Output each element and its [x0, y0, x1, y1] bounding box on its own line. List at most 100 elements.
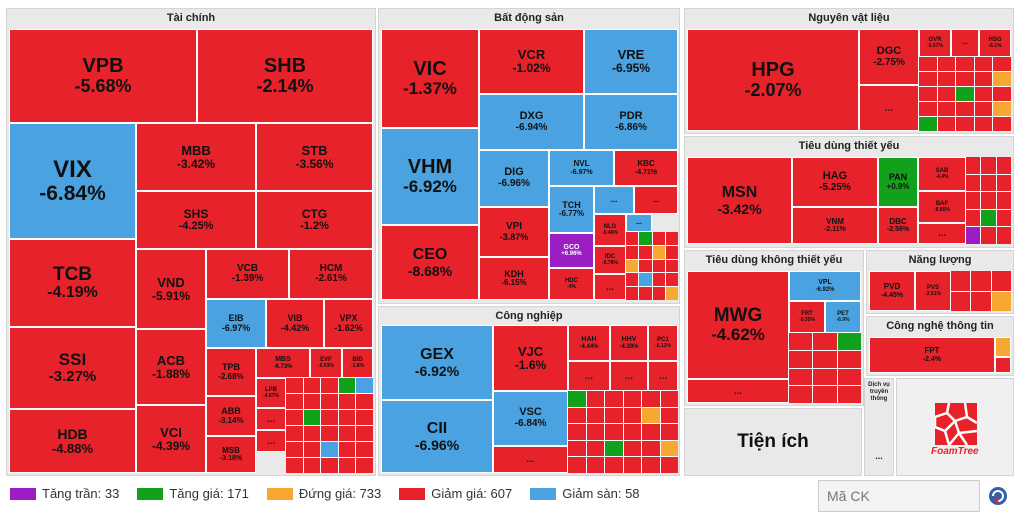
stock-tile[interactable]: DIG -6.96%: [479, 150, 549, 207]
stock-tile[interactable]: VJC -1.6%: [493, 325, 568, 391]
stock-tile[interactable]: GVR -5.67%: [919, 29, 951, 57]
stock-tile[interactable]: VIB -4.42%: [266, 299, 324, 348]
stock-tile[interactable]: SHS -4.25%: [136, 191, 256, 249]
stock-tile[interactable]: DBC -2.56%: [878, 207, 918, 244]
stock-tile[interactable]: TCH -6.77%: [549, 186, 594, 233]
legend-swatch: [399, 487, 426, 500]
refresh-icon[interactable]: [987, 485, 1009, 507]
stock-tile[interactable]: VCB -1.39%: [206, 249, 289, 299]
stock-tile[interactable]: HSG -6.1%: [979, 29, 1011, 57]
stock-symbol: MWG: [713, 305, 763, 327]
sector-panel-media[interactable]: Dịch vụ truyền thông ...: [864, 378, 894, 476]
stock-tile[interactable]: VHM -6.92%: [381, 128, 479, 225]
stock-tile[interactable]: VND -5.91%: [136, 249, 206, 329]
stock-tile[interactable]: EVF -6.93%: [310, 348, 342, 378]
stock-tile[interactable]: ABB -3.14%: [206, 396, 256, 436]
more-tile[interactable]: ...: [648, 361, 678, 391]
stock-tile[interactable]: GCO +6.96%: [549, 233, 594, 268]
more-tile[interactable]: ...: [493, 446, 568, 473]
stock-tile[interactable]: PAN +0.9%: [878, 157, 918, 207]
small-stocks-cluster[interactable]: [286, 378, 373, 473]
more-tile[interactable]: ...: [256, 408, 286, 430]
stock-tile[interactable]: VCR -1.02%: [479, 29, 584, 94]
small-stocks-cluster[interactable]: [966, 157, 1011, 244]
stock-change: -4.45%: [880, 291, 904, 299]
stock-tile[interactable]: BID -1.8%: [342, 348, 373, 378]
stock-tile[interactable]: PVS -3.51%: [915, 271, 951, 311]
stock-tile[interactable]: ACB -1.88%: [136, 329, 206, 405]
small-stocks-cluster[interactable]: [951, 271, 1011, 311]
stock-tile[interactable]: MWG -4.62%: [687, 271, 789, 379]
stock-search-input[interactable]: [818, 480, 980, 512]
stock-tile[interactable]: SAB -4.4%: [918, 157, 966, 191]
stock-tile[interactable]: SHB -2.14%: [197, 29, 373, 123]
stock-tile[interactable]: HCM -2.61%: [289, 249, 373, 299]
stock-tile[interactable]: PC1 -6.12%: [648, 325, 678, 361]
stock-tile[interactable]: VSC -6.84%: [493, 391, 568, 446]
more-label: ...: [962, 39, 968, 47]
stock-tile[interactable]: VPB -5.68%: [9, 29, 197, 123]
sector-panel-utilities[interactable]: Tiện ích: [684, 408, 862, 476]
stock-tile[interactable]: IDC -5.78%: [594, 246, 626, 274]
stock-tile[interactable]: MBS -6.73%: [256, 348, 310, 378]
stock-symbol: SHB: [263, 55, 307, 78]
stock-tile[interactable]: ...: [951, 29, 979, 57]
stock-tile[interactable]: CEO -8.68%: [381, 225, 479, 300]
stock-tile[interactable]: FRT -5.35%: [789, 301, 825, 333]
stock-tile[interactable]: MSB -3.18%: [206, 436, 256, 473]
more-tile[interactable]: ...: [594, 274, 626, 300]
more-tile[interactable]: ...: [256, 430, 286, 452]
stock-tile[interactable]: HDB -4.88%: [9, 409, 136, 473]
stock-tile[interactable]: ...: [634, 186, 678, 214]
stock-tile[interactable]: VPL -6.92%: [789, 271, 861, 301]
stock-tile[interactable]: HPG -2.07%: [687, 29, 859, 131]
stock-tile[interactable]: HAH -4.44%: [568, 325, 610, 361]
small-stocks-cluster[interactable]: [626, 232, 678, 300]
more-tile[interactable]: ...: [687, 379, 789, 403]
stock-tile[interactable]: MSN -3.42%: [687, 157, 792, 244]
stock-tile[interactable]: PVD -4.45%: [869, 271, 915, 311]
stock-tile[interactable]: NLG -5.46%: [594, 214, 626, 246]
stock-tile[interactable]: SSI -3.27%: [9, 327, 136, 409]
stock-tile[interactable]: VIX -6.84%: [9, 123, 136, 239]
more-tile[interactable]: ...: [859, 85, 919, 131]
stock-tile[interactable]: VNM -2.11%: [792, 207, 878, 244]
stock-tile[interactable]: STB -3.56%: [256, 123, 373, 191]
stock-tile[interactable]: ...: [626, 214, 652, 232]
stock-tile[interactable]: PET -6.9%: [825, 301, 861, 333]
stock-tile[interactable]: VRE -6.95%: [584, 29, 678, 94]
small-stocks-cluster[interactable]: [789, 333, 861, 403]
stock-tile[interactable]: FPT -2.4%: [869, 337, 995, 373]
stock-tile[interactable]: GEX -6.92%: [381, 325, 493, 400]
stock-tile[interactable]: DGC -2.75%: [859, 29, 919, 85]
stock-tile[interactable]: HDC -4%: [549, 268, 594, 300]
stock-tile[interactable]: VIC -1.37%: [381, 29, 479, 128]
stock-tile[interactable]: VPI -3.87%: [479, 207, 549, 257]
stock-tile[interactable]: CII -6.96%: [381, 400, 493, 473]
stock-tile[interactable]: VCI -4.39%: [136, 405, 206, 473]
stock-tile[interactable]: LPB -4.87%: [256, 378, 286, 408]
stock-tile[interactable]: CTG -1.2%: [256, 191, 373, 249]
stock-tile[interactable]: MBB -3.42%: [136, 123, 256, 191]
stock-tile[interactable]: KDH -6.15%: [479, 257, 549, 300]
stock-tile[interactable]: HAG -5.25%: [792, 157, 878, 207]
more-tile[interactable]: ...: [918, 223, 966, 244]
stock-tile[interactable]: VPX -1.62%: [324, 299, 373, 348]
stock-tile[interactable]: BAF -6.85%: [918, 191, 966, 223]
stock-tile[interactable]: KBC -4.71%: [614, 150, 678, 186]
stock-tile[interactable]: HHV -4.38%: [610, 325, 648, 361]
stock-tile[interactable]: TPB -2.68%: [206, 348, 256, 396]
small-stocks-cluster[interactable]: [568, 391, 678, 473]
small-stocks-cluster[interactable]: [919, 57, 1011, 131]
stock-tile[interactable]: [995, 357, 1011, 373]
stock-tile[interactable]: ...: [594, 186, 634, 214]
stock-change: -3.14%: [218, 415, 244, 425]
stock-tile[interactable]: PDR -6.86%: [584, 94, 678, 150]
more-tile[interactable]: ...: [568, 361, 610, 391]
stock-tile[interactable]: [995, 337, 1011, 357]
stock-tile[interactable]: NVL -6.97%: [549, 150, 614, 186]
stock-tile[interactable]: DXG -6.94%: [479, 94, 584, 150]
stock-tile[interactable]: TCB -4.19%: [9, 239, 136, 327]
more-tile[interactable]: ...: [610, 361, 648, 391]
stock-tile[interactable]: EIB -6.97%: [206, 299, 266, 348]
